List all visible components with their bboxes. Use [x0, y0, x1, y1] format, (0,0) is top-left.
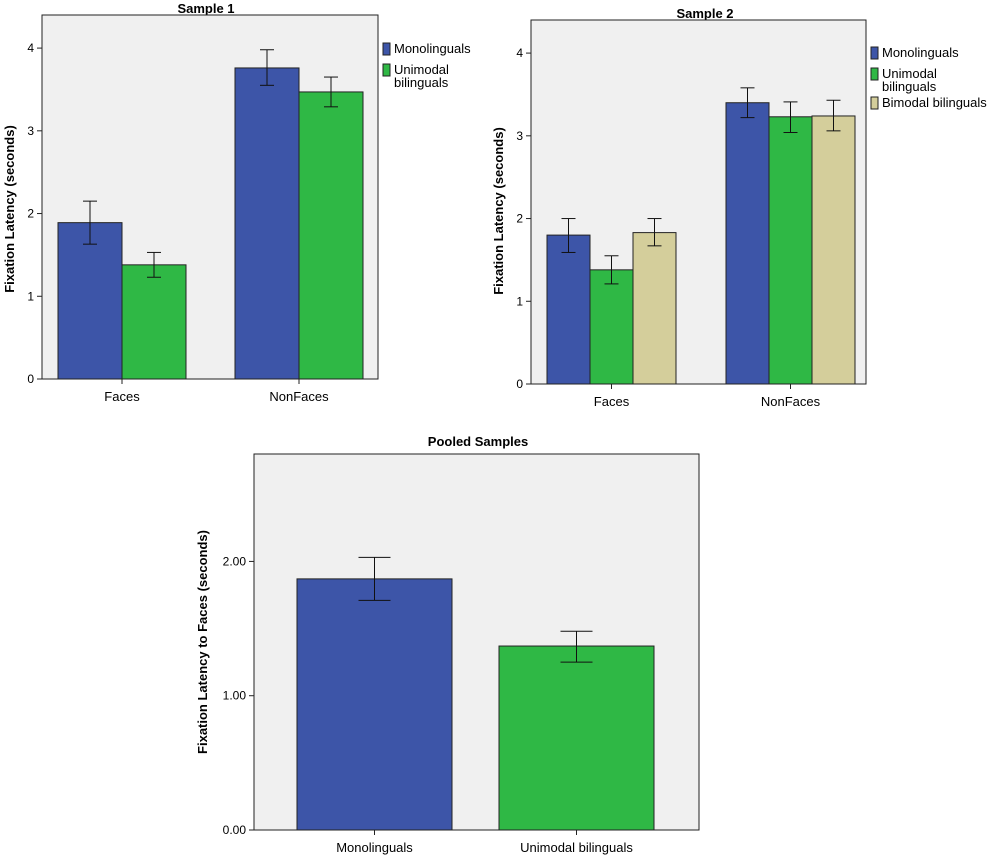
chart-panel-sample-1: Sample 1 Fixation Latency (seconds) 0 1 2 3…	[2, 1, 471, 404]
bar-nonfaces-unimodal-bilinguals	[298, 91, 364, 380]
bar-nonfaces-monolinguals	[234, 67, 300, 380]
bar-faces-monolinguals	[57, 222, 123, 380]
chart-title: Pooled Samples	[428, 434, 528, 449]
y-tick-label: 2	[516, 212, 523, 226]
legend-swatch-unimodal-bilinguals	[382, 63, 391, 77]
bar-faces-monolinguals	[546, 234, 591, 385]
chart-title: Sample 2	[676, 6, 733, 21]
legend-swatch-monolinguals	[382, 42, 391, 56]
legend-label: Monolinguals	[394, 41, 471, 56]
chart-title: Sample 1	[177, 1, 234, 16]
chart-panel-sample-2: Sample 2 Fixation Latency (seconds) 0 1 2 3…	[491, 6, 987, 409]
legend-label: Unimodal	[394, 62, 449, 77]
y-tick-label: 2.00	[223, 554, 247, 568]
x-tick-label: Faces	[104, 389, 140, 404]
bar-faces-bimodal-bilinguals	[632, 232, 677, 385]
bar-unimodal-bilinguals	[498, 645, 655, 831]
y-tick-label: 2	[27, 207, 34, 221]
y-tick-label: 4	[516, 46, 523, 60]
y-axis-label: Fixation Latency (seconds)	[491, 127, 506, 295]
legend-swatch-monolinguals	[870, 46, 879, 60]
x-tick-label: Monolinguals	[336, 840, 413, 855]
y-tick-label: 3	[27, 124, 34, 138]
chart-panel-pooled-samples: Pooled Samples Fixation Latency to Faces…	[195, 434, 700, 855]
y-axis-label: Fixation Latency to Faces (seconds)	[195, 530, 210, 754]
y-tick-label: 3	[516, 129, 523, 143]
legend-label: Monolinguals	[882, 45, 959, 60]
x-tick-label: Unimodal bilinguals	[520, 840, 633, 855]
legend-label: bilinguals	[882, 79, 937, 94]
bar-nonfaces-bimodal-bilinguals	[811, 115, 856, 385]
y-tick-label: 4	[27, 41, 34, 55]
y-tick-label: 0.00	[223, 823, 247, 837]
x-tick-label: NonFaces	[761, 394, 821, 409]
y-tick-label: 1	[516, 294, 523, 308]
y-tick-label: 1	[27, 289, 34, 303]
y-axis-label: Fixation Latency (seconds)	[2, 125, 17, 293]
bar-monolinguals	[296, 578, 453, 831]
bar-faces-unimodal-bilinguals	[121, 264, 187, 380]
legend-label: Unimodal	[882, 66, 937, 81]
legend-swatch-unimodal-bilinguals	[870, 67, 879, 81]
x-tick-label: NonFaces	[269, 389, 329, 404]
x-tick-label: Faces	[594, 394, 630, 409]
bar-nonfaces-monolinguals	[725, 102, 770, 385]
y-tick-label: 0	[27, 372, 34, 386]
bar-faces-unimodal-bilinguals	[589, 269, 634, 385]
bar-nonfaces-unimodal-bilinguals	[768, 116, 813, 385]
legend-swatch-bimodal-bilinguals	[870, 96, 879, 110]
y-tick-label: 0	[516, 377, 523, 391]
legend-label: bilinguals	[394, 75, 449, 90]
y-tick-label: 1.00	[223, 689, 247, 703]
legend-label: Bimodal bilinguals	[882, 95, 987, 110]
